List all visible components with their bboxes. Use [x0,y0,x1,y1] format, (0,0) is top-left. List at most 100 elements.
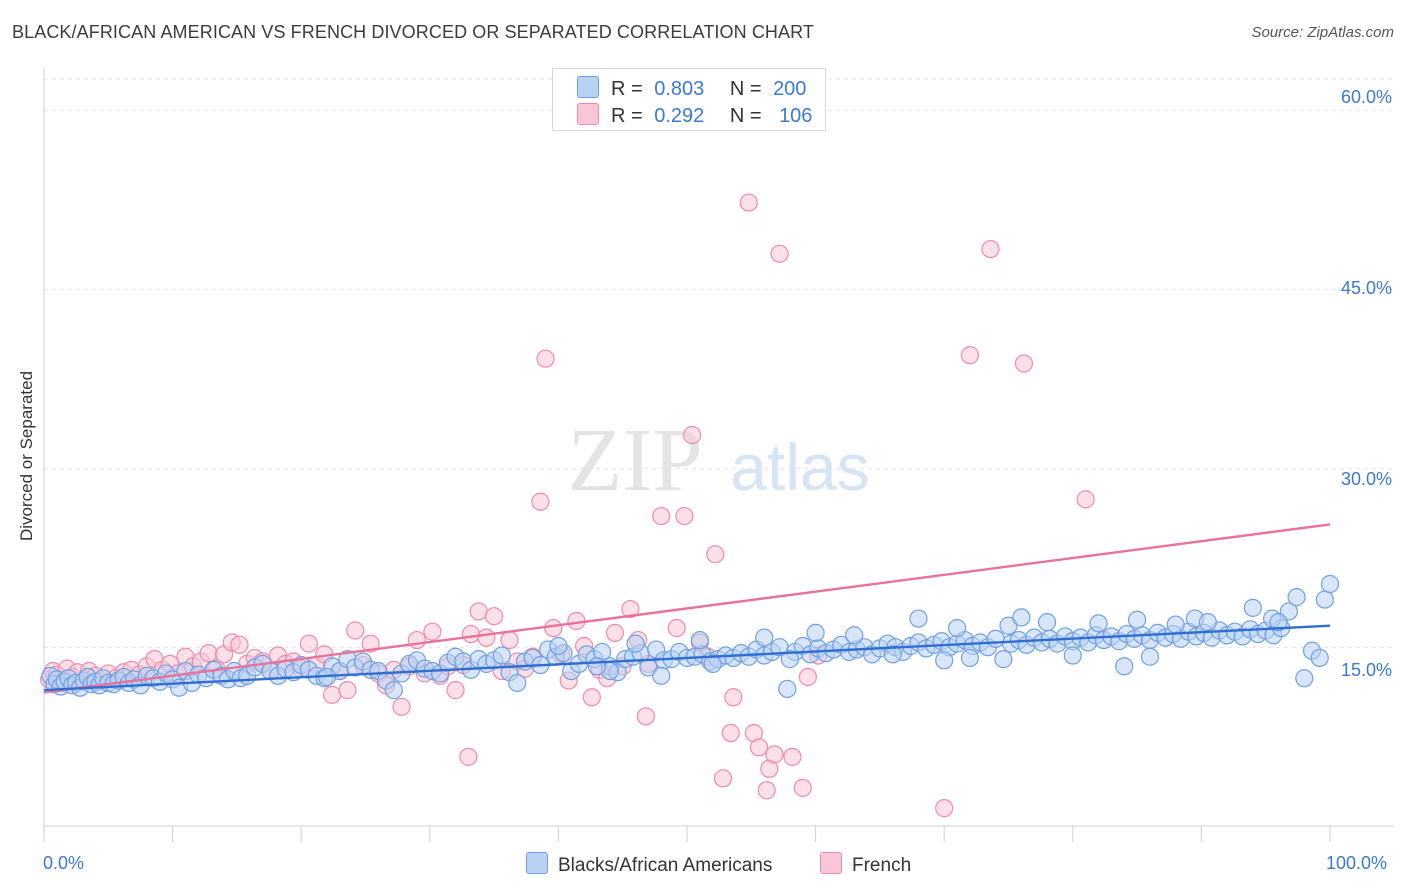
axes [43,68,1394,842]
french-point [469,602,488,621]
series-legend-pink: French [820,852,911,877]
black-point [1320,574,1340,594]
y-tick-label-45: 45.0% [1340,278,1392,298]
french-point [582,688,601,707]
black-point [703,654,722,673]
watermark-zip: ZIP [568,411,703,510]
pink-swatch-icon [820,852,842,874]
correlation-legend: R = 0.803 N = 200 R = 0.292 N = 106 [552,68,826,131]
pink-swatch-icon [577,103,599,125]
black-point [549,636,568,656]
black-point [1166,615,1185,634]
french-point [322,685,342,704]
black-point [384,681,403,700]
r-label: R = [611,105,643,127]
black-point [1140,647,1160,666]
french-point [739,193,758,212]
french-point [713,769,733,788]
french-point [793,778,812,797]
y-tick-label-15: 15.0% [1340,660,1392,680]
black-point [999,616,1018,635]
french-point [346,621,365,640]
black-trend-line [43,624,1331,692]
french-point [621,599,640,619]
black-point [909,609,928,628]
french-point [757,781,776,800]
trend-lines [43,523,1331,694]
black-point [755,628,774,647]
x-tick-label-max: 100.0% [1326,853,1388,873]
french-point [605,623,625,642]
y-tick-label-60: 60.0% [1340,87,1392,107]
french-point [544,619,563,638]
black-point [780,650,799,669]
black-point [492,646,511,665]
french-point [461,624,481,644]
french-point [299,634,319,653]
french-point [407,630,427,650]
black-point [1269,613,1288,632]
black-point [1115,657,1134,676]
french-point [636,707,655,726]
blue-swatch-icon [577,76,599,98]
black-point [960,648,980,668]
black-point [883,645,902,664]
french-point [459,747,478,766]
french-point [423,622,442,641]
r-value-pink: 0.292 [654,105,705,127]
french-point [706,545,725,564]
black-point [806,623,825,642]
french-point [749,738,769,757]
r-label: R = [611,78,643,100]
y-axis-label: Divorced or Separated [17,370,36,542]
chart-title: BLACK/AFRICAN AMERICAN VS FRENCH DIVORCE… [12,22,814,42]
french-point [960,346,980,365]
black-point [845,626,864,645]
french-point [392,697,411,716]
black-point [1295,669,1314,688]
french-point [199,644,218,663]
black-point [1198,613,1217,632]
french-point [652,506,671,526]
legend-row-pink: R = 0.292 N = 106 [577,103,812,127]
french-point [935,799,954,818]
series-legend-pink-label: French [852,855,912,876]
black-point [986,629,1005,648]
black-point [778,679,797,699]
black-point [1243,598,1262,617]
black-point [1063,646,1082,665]
french-point [536,349,555,368]
black-point [935,651,954,670]
black-point [587,657,607,676]
french-trend-line [43,523,1331,694]
french-point [1076,490,1095,509]
french-point [338,681,357,700]
french-point [446,681,465,700]
french-point [783,747,802,766]
french-point [981,239,1000,259]
french-point [765,745,784,764]
black-point [1012,608,1031,627]
r-value-blue: 0.803 [654,78,705,100]
blue-swatch-icon [526,852,548,874]
black-point [1287,588,1306,607]
black-point [1127,610,1147,629]
black-point [1315,590,1334,609]
series-legend-blue: Blacks/African Americans [526,852,772,877]
watermark: ZIP atlas [568,411,870,510]
n-value-pink: 106 [779,105,813,127]
french-point [361,634,380,653]
y-tick-label-30: 30.0% [1340,469,1392,489]
watermark-atlas: atlas [730,430,869,504]
n-value-blue: 200 [773,78,807,100]
legend-row-blue: R = 0.803 N = 200 [577,76,806,100]
french-point [500,630,519,650]
black-point [1037,613,1057,632]
french-point [230,635,249,654]
series-legend-blue-label: Blacks/African Americans [558,855,773,876]
black-point [994,650,1013,669]
french-point [667,619,686,638]
french-point [485,607,504,626]
french-point [721,723,740,743]
